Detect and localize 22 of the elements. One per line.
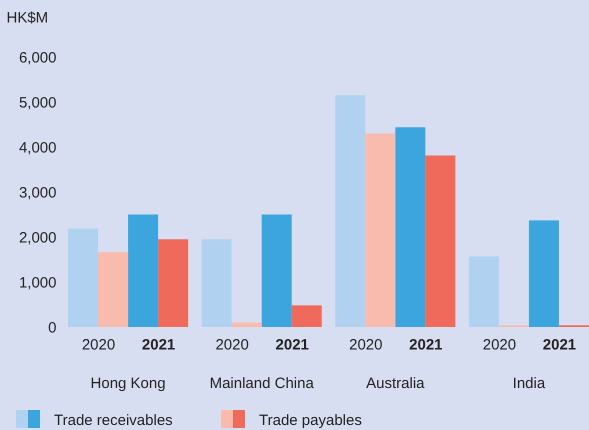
text: Australia [366,375,426,392]
y-tick-label: 1,000 [18,274,56,292]
x-tick-label: 2021 [542,336,576,354]
y-tick-label: 6,000 [18,50,56,66]
text: Mainland China [210,375,314,392]
text: India [512,375,546,392]
text: Hong Kong [90,375,166,392]
y-tick-label: 0 [48,320,56,336]
x-tick-label: 2020 [82,336,116,354]
y-tick-label: 5,000 [18,94,56,112]
x-tick-label: 2021 [142,336,176,354]
y-tick-label: 3,000 [18,184,56,202]
y-axis-title: HK$M [6,10,48,26]
legend-label: Trade payables [259,412,362,429]
x-tick-label: 2020 [349,336,382,354]
x-tick-label: 2021 [409,336,443,354]
x-tick-label: 2021 [276,336,309,354]
legend-label: Trade receivables [54,412,173,429]
y-tick-label: 2,000 [18,230,56,246]
y-tick-label: 4,000 [18,140,56,156]
x-tick-label: 2020 [215,336,249,354]
x-tick-label: 2020 [482,336,516,354]
